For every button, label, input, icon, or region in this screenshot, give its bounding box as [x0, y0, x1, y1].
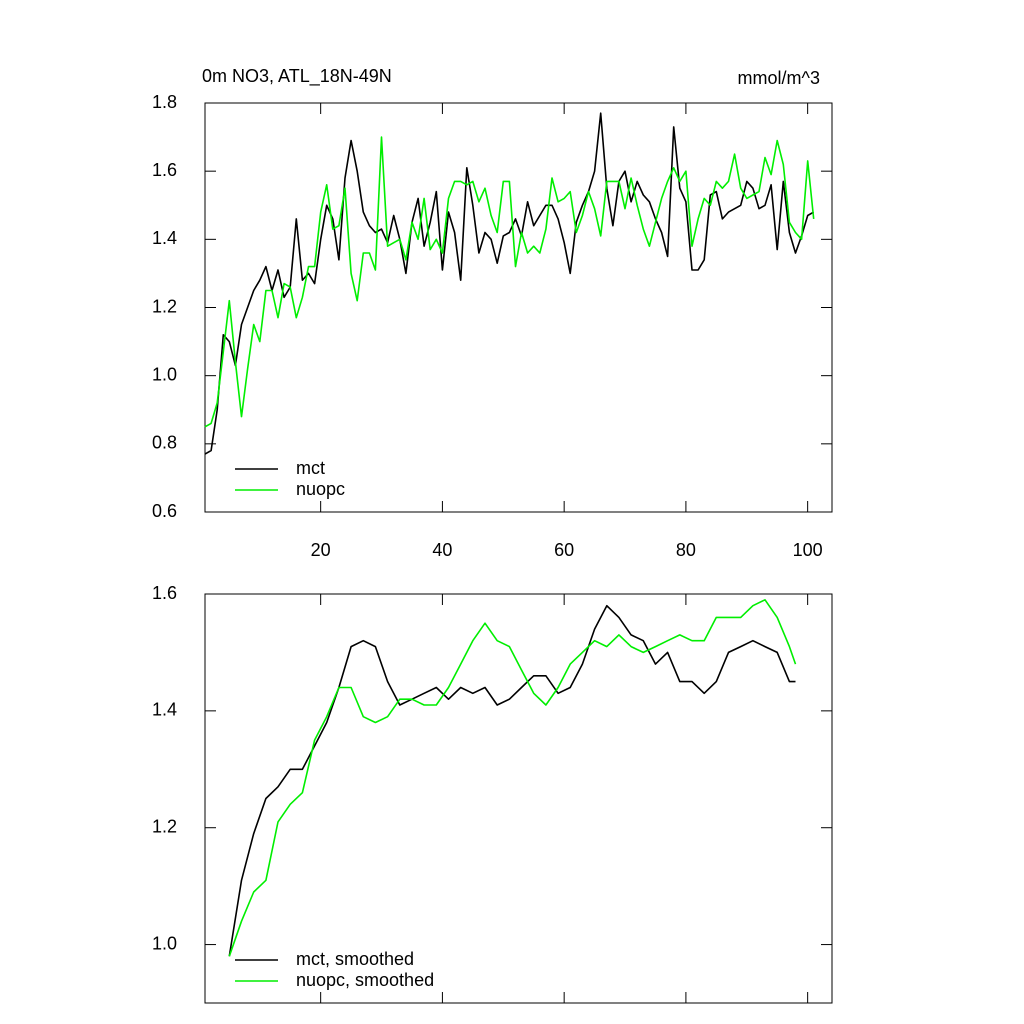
- y-tick-label: 1.2: [152, 296, 177, 316]
- data-line: [228, 604, 796, 957]
- legend-label: mct: [296, 458, 325, 478]
- x-tick-label: 80: [676, 540, 696, 560]
- data-line: [228, 598, 797, 957]
- x-tick-label: 60: [554, 540, 574, 560]
- y-tick-label: 1.0: [152, 364, 177, 384]
- data-line: [204, 136, 815, 428]
- units-label: mmol/m^3: [738, 68, 820, 88]
- plot-frame: [204, 593, 833, 1004]
- x-tick-label: 100: [793, 540, 823, 560]
- y-tick-label: 1.4: [152, 700, 177, 720]
- y-tick-label: 1.8: [152, 92, 177, 112]
- y-tick-label: 1.6: [152, 160, 177, 180]
- y-tick-label: 1.4: [152, 228, 177, 248]
- legend-label: mct, smoothed: [296, 949, 414, 969]
- x-tick-label: 20: [311, 540, 331, 560]
- x-tick-label: 40: [432, 540, 452, 560]
- y-tick-label: 1.6: [152, 583, 177, 603]
- legend-label: nuopc, smoothed: [296, 970, 434, 990]
- legend-label: nuopc: [296, 479, 345, 499]
- data-line: [204, 112, 815, 455]
- y-tick-label: 1.0: [152, 933, 177, 953]
- y-tick-label: 0.6: [152, 501, 177, 521]
- y-tick-label: 0.8: [152, 433, 177, 453]
- chart-title: 0m NO3, ATL_18N-49N: [202, 66, 392, 87]
- y-tick-label: 1.2: [152, 816, 177, 836]
